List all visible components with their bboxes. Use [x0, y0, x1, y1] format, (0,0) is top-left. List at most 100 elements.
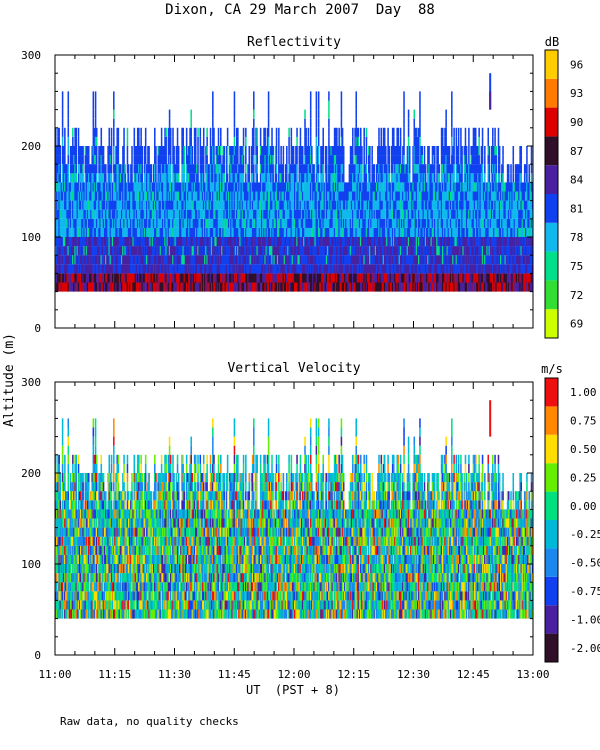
heatmap-cell	[161, 255, 164, 265]
heatmap-cell	[176, 264, 179, 274]
heatmap-cell	[200, 246, 203, 256]
heatmap-cell	[217, 173, 220, 183]
heatmap-cell	[119, 200, 122, 210]
heatmap-cell	[190, 282, 192, 292]
heatmap-cell	[379, 200, 381, 210]
heatmap-cell	[380, 136, 383, 146]
heatmap-cell	[340, 209, 343, 219]
heatmap-cell	[395, 246, 397, 256]
heatmap-cell	[380, 209, 383, 219]
heatmap-cell	[143, 282, 146, 292]
heatmap-cell	[355, 209, 357, 219]
heatmap-cell	[206, 146, 208, 156]
heatmap-cell	[207, 182, 210, 192]
heatmap-cell	[164, 255, 166, 265]
heatmap-cell	[315, 200, 318, 210]
heatmap-cell	[88, 191, 90, 201]
heatmap-cell	[176, 127, 179, 137]
heatmap-cell	[386, 246, 388, 256]
heatmap-cell	[127, 227, 130, 237]
heatmap-cell	[138, 264, 140, 274]
heatmap-cell	[138, 218, 140, 228]
heatmap-cell	[208, 200, 211, 210]
heatmap-cell	[398, 164, 401, 174]
heatmap-cell	[217, 146, 220, 156]
heatmap-cell	[240, 255, 243, 265]
heatmap-cell	[108, 246, 111, 256]
heatmap-cell	[363, 227, 365, 237]
heatmap-cell	[150, 182, 153, 192]
heatmap-cell	[115, 191, 117, 201]
heatmap-cell	[92, 255, 95, 265]
heatmap-cell	[243, 255, 246, 265]
heatmap-cell	[230, 209, 232, 219]
heatmap-cell	[338, 255, 340, 265]
heatmap-cell	[250, 227, 253, 237]
heatmap-cell	[68, 191, 71, 201]
heatmap-cell	[151, 218, 154, 228]
heatmap-cell	[179, 237, 181, 247]
heatmap-cell	[313, 218, 315, 228]
heatmap-cell	[400, 200, 403, 210]
heatmap-cell	[328, 109, 330, 119]
heatmap-cell	[116, 273, 118, 283]
heatmap-cell	[60, 246, 63, 256]
heatmap-cell	[181, 155, 183, 165]
heatmap-cell	[382, 237, 385, 247]
heatmap-cell	[324, 146, 327, 156]
heatmap-cell	[332, 273, 335, 283]
heatmap-cell	[191, 273, 194, 283]
heatmap-cell	[212, 191, 214, 201]
heatmap-cell	[223, 146, 225, 156]
heatmap-cell	[64, 237, 66, 247]
heatmap-cell	[290, 146, 293, 156]
heatmap-cell	[270, 246, 272, 256]
heatmap-cell	[208, 191, 211, 201]
heatmap-cell	[70, 273, 73, 283]
heatmap-cell	[317, 91, 320, 101]
heatmap-cell	[325, 173, 328, 183]
heatmap-cell	[363, 282, 365, 292]
heatmap-cell	[57, 227, 59, 237]
heatmap-cell	[250, 173, 253, 183]
heatmap-cell	[159, 191, 162, 201]
heatmap-cell	[358, 173, 361, 183]
heatmap-cell	[367, 237, 370, 247]
heatmap-cell	[148, 218, 150, 228]
heatmap-cell	[280, 173, 282, 183]
heatmap-cell	[322, 136, 324, 146]
heatmap-cell	[314, 227, 317, 237]
heatmap-cell	[352, 173, 354, 183]
heatmap-cell	[378, 264, 380, 274]
heatmap-cell	[288, 136, 290, 146]
heatmap-cell	[383, 155, 386, 165]
heatmap-cell	[288, 282, 290, 292]
heatmap-cell	[389, 218, 392, 228]
heatmap-cell	[124, 282, 126, 292]
heatmap-cell	[363, 127, 365, 137]
heatmap-cell	[340, 191, 343, 201]
heatmap-cell	[223, 255, 225, 265]
heatmap-cell	[113, 173, 115, 183]
heatmap-cell	[176, 146, 179, 156]
heatmap-cell	[256, 155, 258, 165]
heatmap-cell	[75, 255, 78, 265]
heatmap-cell	[363, 246, 365, 256]
heatmap-cell	[333, 155, 336, 165]
heatmap-cell	[275, 209, 278, 219]
heatmap-cell	[248, 282, 251, 292]
heatmap-cell	[350, 273, 353, 283]
heatmap-cell	[196, 200, 198, 210]
heatmap-cell	[62, 164, 65, 174]
heatmap-cell	[80, 273, 82, 283]
heatmap-cell	[268, 155, 271, 165]
heatmap-cell	[159, 209, 162, 219]
heatmap-cell	[352, 237, 354, 247]
heatmap-cell	[279, 237, 281, 247]
heatmap-cell	[136, 146, 139, 156]
heatmap-cell	[341, 255, 344, 265]
heatmap-cell	[373, 182, 376, 192]
heatmap-cell	[324, 200, 327, 210]
heatmap-cell	[271, 273, 273, 283]
heatmap-cell	[181, 209, 183, 219]
